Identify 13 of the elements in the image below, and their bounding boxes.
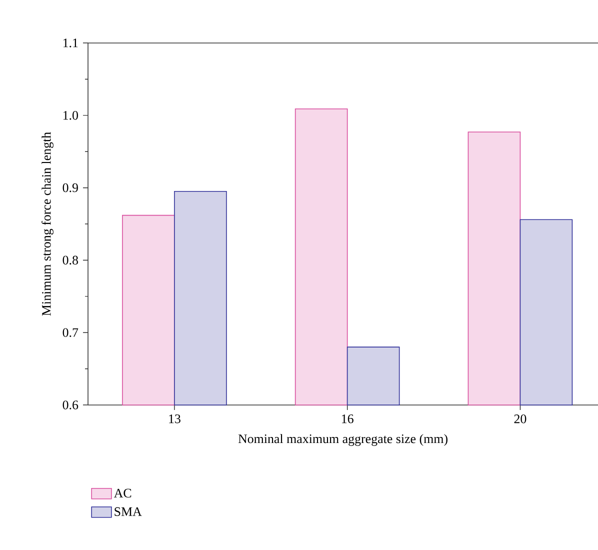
y-tick-label: 0.9 xyxy=(62,183,78,192)
x-axis-title: Nominal maximum aggregate size (mm) xyxy=(238,434,448,446)
legend-label: SMA xyxy=(114,507,142,516)
y-tick-label: 1.1 xyxy=(63,38,78,48)
x-tick-label: 13 xyxy=(169,414,180,424)
legend-label: AC xyxy=(114,488,132,498)
x-tick-label: 20 xyxy=(514,414,526,424)
y-tick-label: 0.6 xyxy=(62,400,78,410)
y-tick-label: 0.7 xyxy=(62,328,78,337)
y-axis-title: Minimum strong force chain length xyxy=(42,132,54,316)
y-tick-label: 0.8 xyxy=(62,256,78,265)
x-tick-label: 16 xyxy=(342,414,354,424)
y-tick-label: 1.0 xyxy=(63,110,78,120)
